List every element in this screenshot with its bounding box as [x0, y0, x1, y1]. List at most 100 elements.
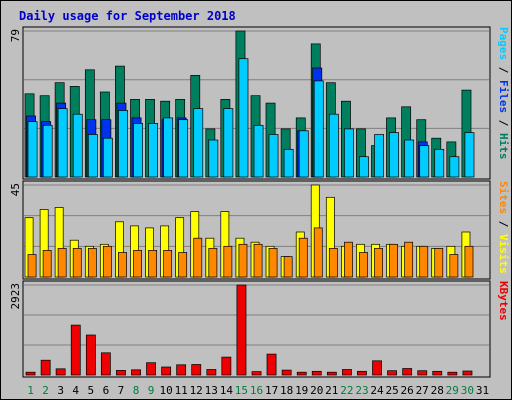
bar-sites-day-24: [374, 248, 383, 278]
day-label-7: 7: [118, 384, 125, 397]
bar-pages-day-30: [464, 132, 475, 178]
bar-kbytes-day-10: [161, 366, 172, 376]
bar-pages-day-21: [328, 113, 339, 178]
bar-pages-day-25: [389, 132, 399, 178]
bar-sites-day-29: [449, 254, 459, 278]
legend-entry: /: [497, 113, 510, 133]
day-labels: 1 2 3 4 5 6 7 8 9 10 11 12 13 14 15 16 17 18 19 20 21 22 23 24 2…: [27, 384, 489, 397]
day-label-22: 22: [340, 384, 353, 397]
bar-sites-day-12: [193, 237, 203, 278]
bar-kbytes-day-4: [70, 324, 81, 376]
bar-pages-day-18: [283, 148, 294, 178]
bar-pages-day-29: [449, 156, 460, 178]
bar-pages-day-8: [133, 123, 143, 178]
bar-pages-day-2: [42, 124, 53, 178]
bar-pages-day-4: [72, 113, 83, 178]
bar-kbytes-day-18: [281, 369, 292, 376]
bar-kbytes-day-28: [432, 370, 443, 376]
panel-max-label: 79: [9, 29, 22, 42]
day-label-18: 18: [280, 384, 293, 397]
bar-sites-day-22: [344, 241, 353, 278]
bar-kbytes-day-26: [402, 368, 413, 376]
bar-kbytes-day-14: [221, 356, 232, 376]
bar-sites-day-9: [148, 250, 157, 278]
bar-kbytes-day-30: [462, 370, 473, 376]
bar-kbytes-day-19: [296, 371, 307, 376]
day-label-10: 10: [159, 384, 172, 397]
day-label-15: 15: [235, 384, 248, 397]
bar-sites-day-28: [434, 248, 444, 278]
bar-pages-day-24: [374, 134, 384, 178]
day-label-6: 6: [103, 384, 110, 397]
bar-kbytes-day-15: [236, 284, 247, 376]
day-label-16: 16: [250, 384, 263, 397]
day-label-11: 11: [175, 384, 188, 397]
bar-kbytes-day-17: [266, 353, 277, 376]
legend-entry: Hits: [497, 133, 510, 160]
bar-sites-day-27: [419, 245, 429, 278]
bar-sites-day-6: [102, 245, 112, 278]
bar-kbytes-day-25: [387, 370, 397, 376]
bar-pages-day-5: [87, 134, 98, 178]
day-label-13: 13: [205, 384, 218, 397]
bar-sites-day-3: [57, 248, 67, 278]
bar-sites-day-17: [268, 248, 278, 278]
panel-legend: Pages / Files / Hits: [497, 27, 510, 160]
bar-sites-day-7: [118, 252, 127, 278]
bar-kbytes-day-24: [372, 360, 382, 376]
day-label-26: 26: [400, 384, 413, 397]
bar-sites-day-5: [87, 248, 97, 278]
day-label-19: 19: [295, 384, 308, 397]
bar-sites-day-18: [283, 256, 293, 278]
bar-kbytes-day-1: [25, 371, 36, 376]
panel-kbytes-area: [22, 280, 491, 378]
bar-kbytes-day-2: [40, 359, 51, 376]
day-label-25: 25: [385, 384, 398, 397]
bar-pages-day-28: [434, 148, 445, 178]
bar-kbytes-day-22: [342, 369, 352, 376]
bar-kbytes-day-23: [357, 370, 367, 376]
day-label-2: 2: [42, 384, 49, 397]
bar-sites-day-19: [298, 237, 308, 278]
bar-pages-day-20: [313, 80, 324, 178]
panel-max-label: 2923: [9, 283, 22, 310]
bar-pages-day-17: [268, 134, 279, 178]
day-label-21: 21: [325, 384, 338, 397]
bar-sites-day-16: [253, 243, 263, 278]
bar-pages-day-16: [253, 124, 264, 178]
day-label-29: 29: [446, 384, 459, 397]
bar-pages-day-19: [298, 130, 309, 178]
bar-kbytes-day-13: [206, 369, 217, 376]
bar-pages-day-3: [57, 108, 68, 178]
day-label-9: 9: [148, 384, 155, 397]
legend-entry: Files: [497, 80, 510, 113]
bar-pages-day-6: [102, 137, 113, 178]
legend-entry: Sites: [497, 181, 510, 214]
day-label-23: 23: [355, 384, 368, 397]
bar-sites-day-1: [27, 254, 37, 278]
bar-sites-day-13: [208, 248, 218, 278]
chart-panels: 79 Pages / Files / Hits 45 Sites / Visits 29…: [9, 26, 510, 378]
bar-pages-day-15: [238, 58, 249, 178]
day-label-8: 8: [133, 384, 140, 397]
day-label-14: 14: [220, 384, 234, 397]
bar-pages-day-22: [344, 128, 354, 178]
bar-sites-day-20: [313, 227, 323, 278]
bar-kbytes-day-21: [326, 371, 337, 376]
day-label-1: 1: [27, 384, 34, 397]
panel-hits-files-pages: 79 Pages / Files / Hits: [9, 26, 510, 180]
bar-pages-day-14: [223, 108, 234, 178]
legend-entry: Pages: [497, 27, 510, 60]
day-label-31: 31: [476, 384, 489, 397]
bar-pages-day-26: [404, 139, 415, 178]
chart-title: Daily usage for September 2018: [19, 9, 236, 23]
legend-entry: /: [497, 214, 510, 234]
day-label-12: 12: [190, 384, 203, 397]
bar-kbytes-day-11: [176, 364, 187, 376]
day-label-27: 27: [416, 384, 429, 397]
bar-kbytes-day-5: [85, 334, 96, 376]
bar-sites-day-14: [223, 245, 233, 278]
bar-pages-day-7: [118, 110, 128, 178]
day-label-5: 5: [87, 384, 94, 397]
